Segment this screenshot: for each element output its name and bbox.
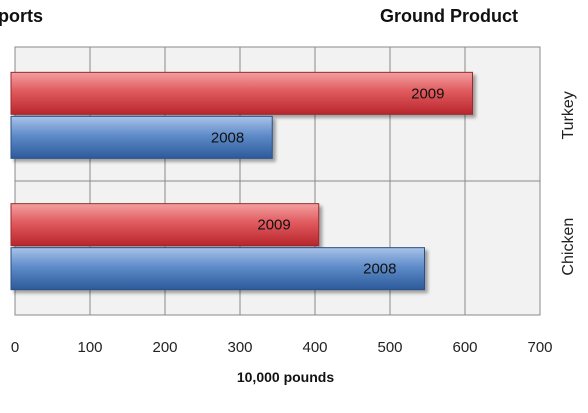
bar-data-label-chicken-2008: 2008 (363, 261, 396, 278)
bar-data-label-turkey-2009: 2009 (411, 85, 444, 102)
bar-chicken-2009: 2009 (10, 203, 320, 247)
bar-rect-turkey-2009 (10, 71, 473, 115)
x-tick-label-0: 0 (11, 339, 19, 356)
bar-data-label-chicken-2009: 2009 (257, 217, 290, 234)
x-tick-label-1: 100 (77, 339, 102, 356)
bars: 2009 2008 2009 2008 (10, 71, 473, 291)
x-axis-ticks: 0 100 200 300 400 500 600 700 (11, 339, 553, 356)
bar-rect-chicken-2008 (10, 247, 425, 291)
bar-turkey-2008: 2008 (10, 115, 273, 159)
category-label-chicken: Chicken (560, 218, 577, 276)
bar-rect-chicken-2009 (10, 203, 320, 247)
x-tick-label-6: 600 (452, 339, 477, 356)
bar-data-label-turkey-2008: 2008 (211, 129, 244, 146)
category-label-turkey: Turkey (560, 91, 577, 139)
x-axis-label: 10,000 pounds (237, 369, 334, 385)
x-tick-label-5: 500 (377, 339, 402, 356)
chart-title-left: ports (0, 6, 43, 26)
category-labels: Turkey Chicken (560, 91, 577, 275)
x-tick-label-4: 400 (302, 339, 327, 356)
chart-title-right: Ground Product (380, 6, 518, 26)
plot-border (14, 46, 541, 316)
x-tick-label-7: 700 (527, 339, 552, 356)
bar-turkey-2009: 2009 (10, 71, 473, 115)
bar-rect-turkey-2008 (10, 115, 273, 159)
bar-chicken-2008: 2008 (10, 247, 425, 291)
x-tick-label-3: 300 (227, 339, 252, 356)
x-tick-label-2: 200 (152, 339, 177, 356)
